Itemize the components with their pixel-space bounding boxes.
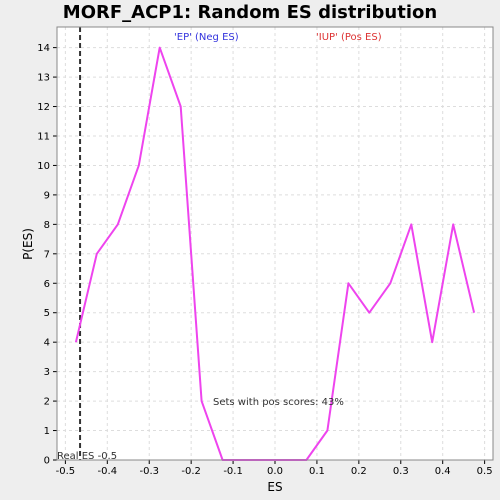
y-tick-label: 13 <box>37 73 50 84</box>
chart-title: MORF_ACP1: Random ES distribution <box>63 2 437 23</box>
y-tick-label: 6 <box>44 279 50 290</box>
y-axis-title: P(ES) <box>21 228 35 260</box>
y-tick-label: 2 <box>44 397 50 408</box>
x-tick-label: -0.5 <box>56 466 76 477</box>
x-tick-label: -0.1 <box>223 466 243 477</box>
y-tick-label: 10 <box>37 161 50 172</box>
x-tick-label: 0.4 <box>435 466 451 477</box>
y-tick-label: 0 <box>44 456 50 467</box>
x-tick-label: 0.5 <box>477 466 493 477</box>
y-tick-label: 9 <box>44 190 50 201</box>
x-tick-label: 0.1 <box>309 466 325 477</box>
pos-scores-label: Sets with pos scores: 43% <box>213 397 344 408</box>
x-axis-ticks: -0.5 -0.4 -0.3 -0.2 -0.1 0.0 0.1 0.2 0.3 0.4 0.5 <box>56 460 493 477</box>
real-es-label: Real ES -0.5 <box>57 451 117 462</box>
x-tick-label: 0.0 <box>267 466 283 477</box>
y-tick-label: 1 <box>44 426 50 437</box>
y-tick-label: 12 <box>37 102 50 113</box>
x-tick-label: 0.2 <box>351 466 367 477</box>
y-tick-label: 8 <box>44 220 50 231</box>
y-tick-label: 5 <box>44 308 50 319</box>
x-tick-label: -0.3 <box>139 466 159 477</box>
y-tick-label: 4 <box>44 338 50 349</box>
pos-es-label: 'IUP' (Pos ES) <box>316 32 382 43</box>
y-tick-label: 11 <box>37 131 50 142</box>
y-tick-label: 14 <box>37 43 50 54</box>
x-axis-title: ES <box>267 480 282 494</box>
y-tick-label: 3 <box>44 367 50 378</box>
x-tick-label: -0.2 <box>181 466 201 477</box>
neg-es-label: 'EP' (Neg ES) <box>174 32 239 43</box>
y-tick-label: 7 <box>44 249 50 260</box>
x-tick-label: -0.4 <box>98 466 118 477</box>
x-tick-label: 0.3 <box>393 466 409 477</box>
